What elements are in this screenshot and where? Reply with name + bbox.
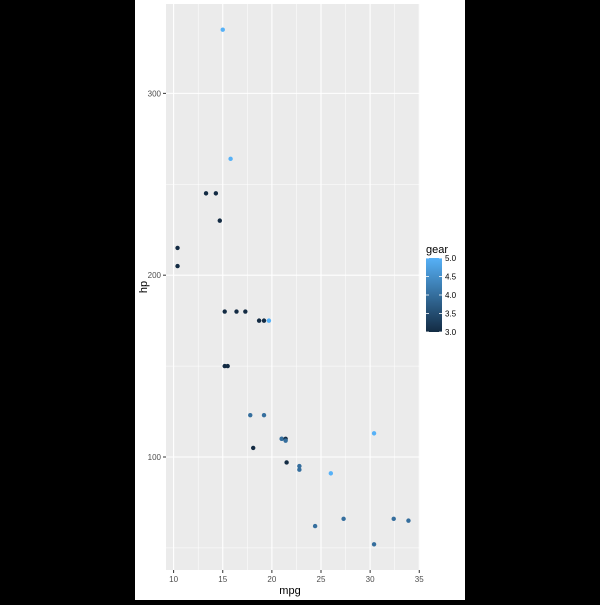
- data-point: [217, 218, 222, 223]
- y-tick-label: 300: [148, 89, 162, 98]
- x-axis: 10 15 20 25 30 35: [169, 570, 424, 584]
- data-point: [371, 431, 377, 436]
- data-point: [256, 318, 262, 323]
- data-point: [203, 191, 209, 196]
- legend-label: 3.0: [445, 328, 457, 337]
- x-tick-label: 10: [169, 575, 178, 584]
- legend-label: 4.5: [445, 273, 457, 282]
- data-point: [222, 309, 227, 314]
- data-point: [234, 309, 239, 314]
- data-point: [328, 471, 334, 476]
- data-point: [222, 363, 227, 369]
- plot-panel: [166, 4, 420, 570]
- x-tick-label: 15: [218, 575, 227, 584]
- data-point: [175, 263, 180, 269]
- data-point: [266, 318, 272, 323]
- y-tick-label: 200: [148, 271, 162, 280]
- legend-label: 5.0: [445, 254, 457, 263]
- data-point: [220, 27, 225, 32]
- data-point: [284, 460, 289, 465]
- data-point: [283, 438, 288, 443]
- data-point: [297, 467, 302, 472]
- legend-ticks: 3.0 3.5 4.0 4.5 5.0: [426, 254, 457, 337]
- legend-title: gear: [426, 244, 448, 256]
- data-point: [406, 518, 411, 523]
- data-point: [261, 318, 267, 323]
- x-tick-label: 35: [415, 575, 424, 584]
- data-point: [279, 436, 284, 442]
- data-point: [251, 445, 256, 451]
- data-point: [371, 542, 377, 547]
- data-point: [248, 412, 253, 418]
- color-legend: gear 3.0 3.5 4.0 4.5 5.0: [426, 244, 457, 337]
- data-point: [391, 516, 396, 522]
- major-gridlines: [166, 4, 420, 570]
- legend-label: 3.5: [445, 310, 457, 319]
- data-point: [175, 245, 180, 251]
- data-points: [175, 27, 411, 547]
- x-tick-label: 20: [267, 575, 276, 584]
- legend-label: 4.0: [445, 291, 457, 300]
- data-point: [243, 309, 248, 314]
- x-axis-title: mpg: [279, 585, 300, 597]
- data-point: [312, 523, 318, 529]
- data-point: [261, 412, 267, 418]
- x-tick-label: 25: [317, 575, 326, 584]
- y-tick-label: 100: [148, 453, 162, 462]
- data-point: [297, 463, 302, 469]
- x-tick-label: 30: [366, 575, 375, 584]
- data-point: [213, 191, 219, 196]
- data-point: [228, 156, 233, 162]
- data-point: [341, 516, 346, 522]
- y-axis-title: hp: [138, 281, 150, 293]
- y-axis: 100 200 300: [148, 89, 166, 462]
- legend-colorbar: [426, 258, 442, 332]
- minor-gridlines: [166, 4, 420, 570]
